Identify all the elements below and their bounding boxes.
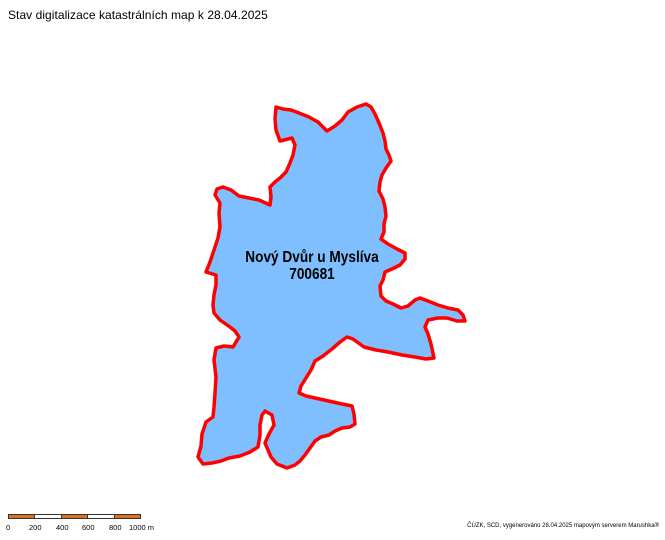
scale-label-200: 200 [29,523,42,532]
scale-bar-segment [9,515,36,518]
cadastral-area-name: Nový Dvůr u Myslíva [245,249,379,266]
cadastral-area-code: 700681 [289,266,335,283]
scale-bar-segment [35,515,62,518]
scale-label-800: 800 [109,523,122,532]
scale-bar-segment [61,515,89,518]
scale-label-600: 600 [82,523,95,532]
scale-label-0: 0 [6,523,11,532]
map-credits: ČÚZK, SCD, vygenerováno 28.04.2025 mapov… [467,523,659,529]
scale-bar [8,514,141,519]
scale-label-1000: 1000 m [129,523,155,532]
scale-bar-segment [88,515,115,518]
map-title: Stav digitalizace katastrálních map k 28… [8,8,268,22]
cadastral-area-polygon[interactable] [196,102,467,470]
scale-bar-segment [114,515,141,518]
cadastral-area-label: Nový Dvůr u Myslíva 700681 [224,249,400,283]
scale-label-400: 400 [56,523,69,532]
